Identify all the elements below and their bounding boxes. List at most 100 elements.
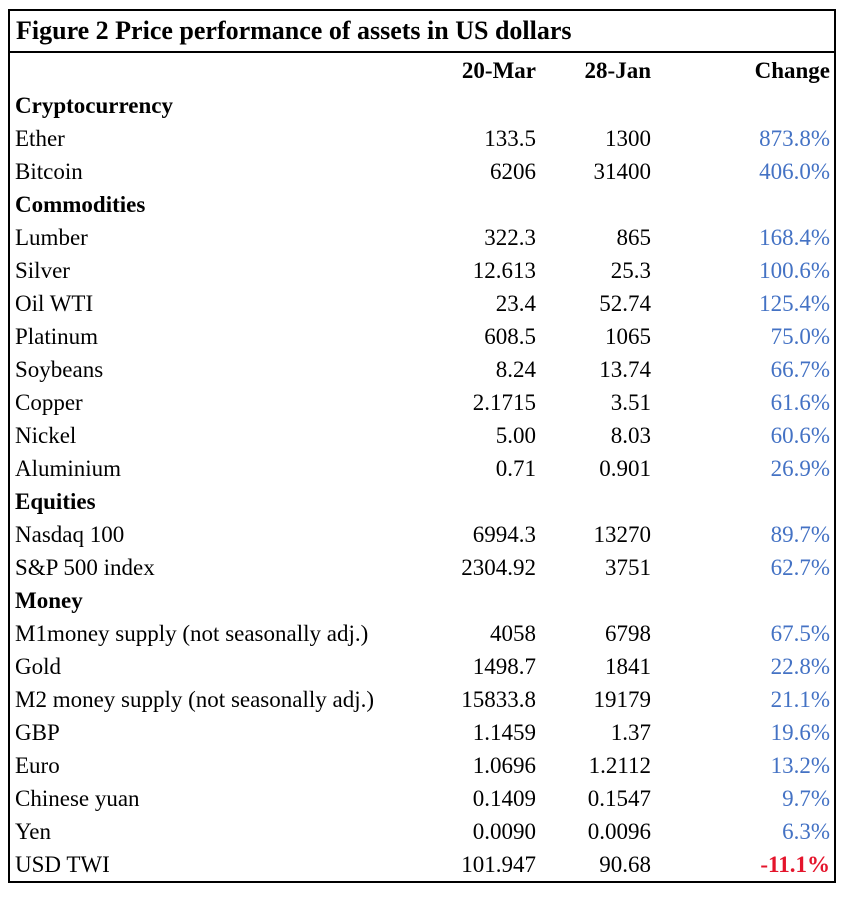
table-row: M2 money supply (not seasonally adj.) 158…	[10, 683, 834, 716]
cell-asset-name: S&P 500 index	[15, 554, 155, 580]
cell-change-value: 62.7%	[770, 554, 830, 580]
cell-asset-name: Silver	[15, 257, 70, 283]
column-header-28-jan: 28-Jan	[584, 58, 651, 83]
cell-28-jan-value: 865	[616, 224, 652, 250]
cell-change-value: 67.5%	[770, 620, 830, 646]
cell-change-value: 873.8%	[759, 125, 830, 151]
table-row: M1money supply (not seasonally adj.) 4058…	[10, 617, 834, 650]
cell-28-jan-value: 3751	[605, 554, 651, 580]
table-body: Cryptocurrency Ether 133.5 1300 873.8% Bitcoi…	[10, 89, 834, 881]
table-row: USD TWI 101.947 90.68 -11.1%	[10, 848, 834, 881]
cell-asset-name: Gold	[15, 653, 61, 679]
cell-28-jan-value: 3.51	[610, 389, 651, 415]
cell-change-value: 89.7%	[770, 521, 830, 547]
cell-20-mar-value: 6994.3	[472, 521, 536, 547]
section-header-row: Cryptocurrency	[10, 89, 834, 122]
section-header-row: Equities	[10, 485, 834, 518]
cell-20-mar-value: 15833.8	[461, 686, 536, 712]
cell-asset-name: Oil WTI	[15, 290, 94, 316]
cell-change-value: 100.6%	[759, 257, 830, 283]
cell-asset-name: Bitcoin	[15, 158, 83, 184]
cell-asset-name: Yen	[15, 818, 52, 844]
cell-change-value: 168.4%	[759, 224, 830, 250]
cell-asset-name: USD TWI	[15, 851, 110, 877]
cell-20-mar-value: 2.1715	[472, 389, 536, 415]
column-header-row: 20-Mar 28-Jan Change	[10, 53, 834, 89]
cell-20-mar-value: 8.24	[495, 356, 536, 382]
figure-table: Figure 2 Price performance of assets in …	[8, 9, 836, 883]
cell-28-jan-value: 1841	[605, 653, 651, 679]
cell-20-mar-value: 4058	[490, 620, 536, 646]
page-title: Figure 2 Price performance of assets in …	[10, 11, 834, 53]
cell-20-mar-value: 6206	[490, 158, 536, 184]
cell-28-jan-value: 0.1547	[587, 785, 651, 811]
cell-28-jan-value: 13270	[593, 521, 652, 547]
cell-28-jan-value: 6798	[605, 620, 651, 646]
table-row: S&P 500 index 2304.92 3751 62.7%	[10, 551, 834, 584]
cell-asset-name: Soybeans	[15, 356, 104, 382]
section-label: Cryptocurrency	[15, 92, 173, 118]
cell-20-mar-value: 0.0090	[472, 818, 536, 844]
table-row: Aluminium 0.71 0.901 26.9%	[10, 452, 834, 485]
cell-20-mar-value: 1.1459	[472, 719, 536, 745]
table-row: Soybeans 8.24 13.74 66.7%	[10, 353, 834, 386]
cell-28-jan-value: 0.901	[599, 455, 651, 481]
column-header-20-mar: 20-Mar	[461, 58, 536, 83]
cell-28-jan-value: 0.0096	[587, 818, 651, 844]
table-row: Platinum 608.5 1065 75.0%	[10, 320, 834, 353]
cell-28-jan-value: 90.68	[599, 851, 651, 877]
cell-change-value: 6.3%	[782, 818, 830, 844]
cell-asset-name: Euro	[15, 752, 60, 778]
cell-asset-name: Chinese yuan	[15, 785, 140, 811]
cell-28-jan-value: 1.2112	[588, 752, 651, 778]
cell-asset-name: Aluminium	[15, 455, 122, 481]
cell-asset-name: GBP	[15, 719, 60, 745]
cell-28-jan-value: 19179	[593, 686, 652, 712]
cell-20-mar-value: 133.5	[484, 125, 536, 151]
table-row: Lumber 322.3 865 168.4%	[10, 221, 834, 254]
cell-28-jan-value: 8.03	[610, 422, 651, 448]
cell-asset-name: Nasdaq 100	[15, 521, 125, 547]
cell-asset-name: Platinum	[15, 323, 99, 349]
cell-change-value: 60.6%	[770, 422, 830, 448]
cell-20-mar-value: 1.0696	[472, 752, 536, 778]
cell-change-value: 19.6%	[770, 719, 830, 745]
cell-asset-name: M1money supply (not seasonally adj.)	[15, 620, 369, 646]
cell-change-value: 61.6%	[770, 389, 830, 415]
cell-20-mar-value: 0.1409	[472, 785, 536, 811]
cell-asset-name: M2 money supply (not seasonally adj.)	[15, 686, 375, 712]
section-header-row: Money	[10, 584, 834, 617]
cell-28-jan-value: 13.74	[599, 356, 651, 382]
cell-asset-name: Copper	[15, 389, 83, 415]
section-label: Equities	[15, 488, 96, 514]
cell-asset-name: Lumber	[15, 224, 88, 250]
cell-20-mar-value: 608.5	[484, 323, 536, 349]
cell-change-value: 9.7%	[782, 785, 830, 811]
cell-20-mar-value: 101.947	[461, 851, 536, 877]
table-row: Gold 1498.7 1841 22.8%	[10, 650, 834, 683]
table-row: GBP 1.1459 1.37 19.6%	[10, 716, 834, 749]
cell-change-value: 22.8%	[770, 653, 830, 679]
cell-20-mar-value: 5.00	[495, 422, 536, 448]
cell-20-mar-value: 1498.7	[472, 653, 536, 679]
table-row: Oil WTI 23.4 52.74 125.4%	[10, 287, 834, 320]
cell-20-mar-value: 23.4	[495, 290, 536, 316]
cell-28-jan-value: 1065	[605, 323, 651, 349]
cell-28-jan-value: 1.37	[610, 719, 651, 745]
cell-asset-name: Ether	[15, 125, 65, 151]
section-label: Commodities	[15, 191, 146, 217]
cell-change-value: 125.4%	[759, 290, 830, 316]
table-row: Yen 0.0090 0.0096 6.3%	[10, 815, 834, 848]
cell-28-jan-value: 31400	[593, 158, 652, 184]
cell-change-value: 21.1%	[770, 686, 830, 712]
table-row: Silver 12.613 25.3 100.6%	[10, 254, 834, 287]
table-row: Bitcoin 6206 31400 406.0%	[10, 155, 834, 188]
cell-change-value: 406.0%	[759, 158, 830, 184]
cell-28-jan-value: 1300	[605, 125, 651, 151]
cell-20-mar-value: 2304.92	[461, 554, 536, 580]
cell-change-value: -11.1%	[760, 851, 830, 877]
cell-asset-name: Nickel	[15, 422, 77, 448]
table-row: Ether 133.5 1300 873.8%	[10, 122, 834, 155]
table-row: Nickel 5.00 8.03 60.6%	[10, 419, 834, 452]
cell-28-jan-value: 25.3	[610, 257, 651, 283]
